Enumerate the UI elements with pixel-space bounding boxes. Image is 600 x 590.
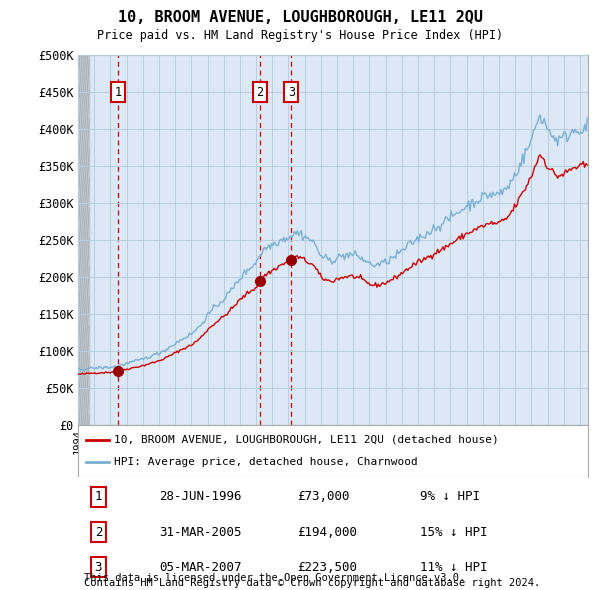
Text: Contains HM Land Registry data © Crown copyright and database right 2024.: Contains HM Land Registry data © Crown c…: [84, 578, 540, 588]
Text: £194,000: £194,000: [297, 526, 357, 539]
Text: Price paid vs. HM Land Registry's House Price Index (HPI): Price paid vs. HM Land Registry's House …: [97, 30, 503, 42]
Text: 2: 2: [95, 526, 102, 539]
Text: 1: 1: [115, 86, 122, 99]
Text: 3: 3: [288, 86, 295, 99]
Text: 28-JUN-1996: 28-JUN-1996: [160, 490, 242, 503]
Text: 3: 3: [95, 560, 102, 573]
Text: 05-MAR-2007: 05-MAR-2007: [160, 560, 242, 573]
Text: 9% ↓ HPI: 9% ↓ HPI: [420, 490, 480, 503]
Text: 11% ↓ HPI: 11% ↓ HPI: [420, 560, 487, 573]
Text: 10, BROOM AVENUE, LOUGHBOROUGH, LE11 2QU (detached house): 10, BROOM AVENUE, LOUGHBOROUGH, LE11 2QU…: [114, 435, 499, 444]
Text: £73,000: £73,000: [297, 490, 350, 503]
Text: 2: 2: [257, 86, 264, 99]
Text: 10, BROOM AVENUE, LOUGHBOROUGH, LE11 2QU: 10, BROOM AVENUE, LOUGHBOROUGH, LE11 2QU: [118, 11, 482, 25]
Text: £223,500: £223,500: [297, 560, 357, 573]
Text: 1: 1: [95, 490, 102, 503]
Text: This data is licensed under the Open Government Licence v3.0.: This data is licensed under the Open Gov…: [84, 573, 465, 583]
Text: 15% ↓ HPI: 15% ↓ HPI: [420, 526, 487, 539]
Text: HPI: Average price, detached house, Charnwood: HPI: Average price, detached house, Char…: [114, 457, 418, 467]
Text: 31-MAR-2005: 31-MAR-2005: [160, 526, 242, 539]
